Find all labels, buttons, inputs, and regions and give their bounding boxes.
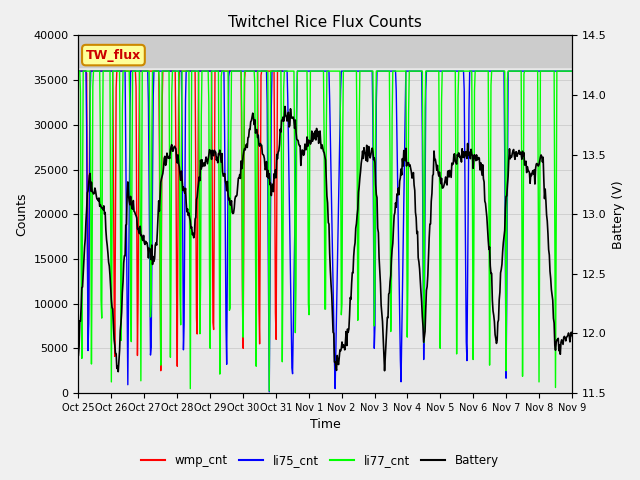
Y-axis label: Battery (V): Battery (V) bbox=[612, 180, 625, 249]
Text: TW_flux: TW_flux bbox=[86, 48, 141, 61]
Legend: wmp_cnt, li75_cnt, li77_cnt, Battery: wmp_cnt, li75_cnt, li77_cnt, Battery bbox=[137, 449, 503, 472]
Bar bbox=[79, 36, 572, 67]
Y-axis label: Counts: Counts bbox=[15, 192, 28, 236]
X-axis label: Time: Time bbox=[310, 419, 340, 432]
Title: Twitchel Rice Flux Counts: Twitchel Rice Flux Counts bbox=[228, 15, 422, 30]
